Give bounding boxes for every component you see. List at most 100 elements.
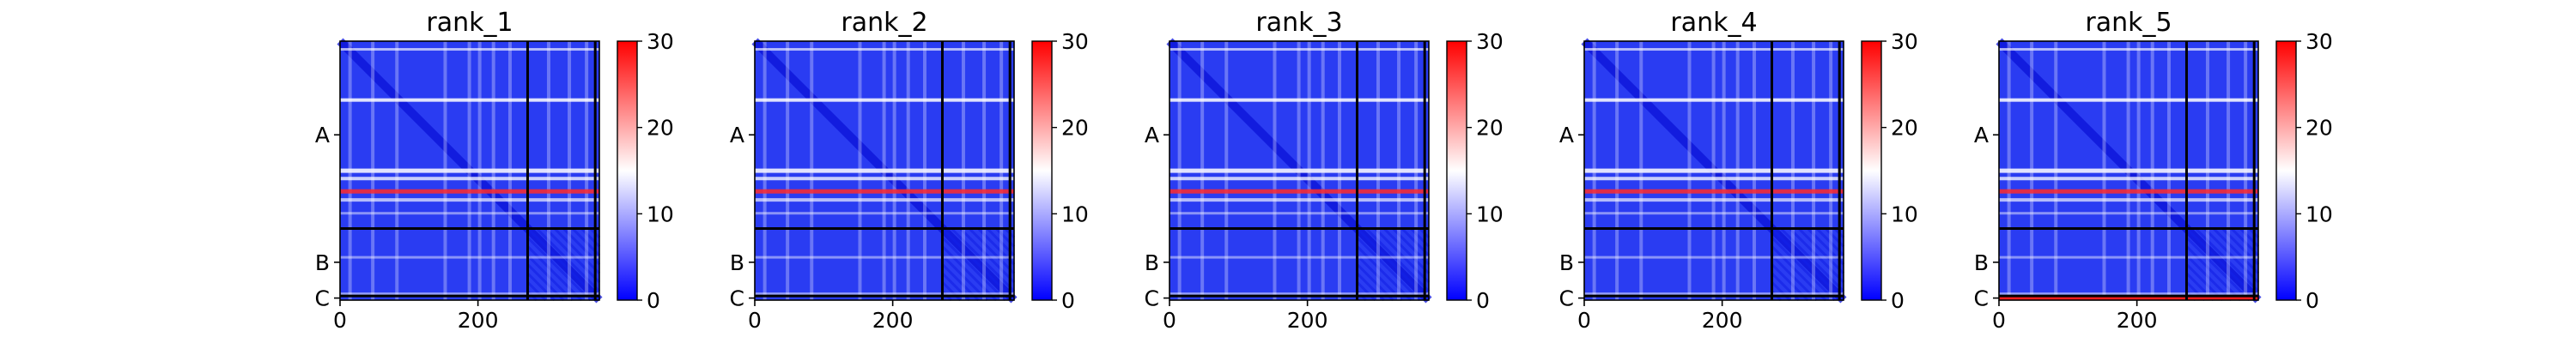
colorbar-tick-label: 10 (647, 202, 674, 226)
colorbar-tick-label: 30 (647, 29, 674, 54)
heatmap-texture (1807, 227, 1845, 266)
heatmap-texture (544, 227, 601, 284)
heatmap-row-stripe (1170, 256, 1429, 259)
heatmap-row-stripe (755, 98, 1014, 102)
x-tick-label: 200 (2117, 308, 2158, 333)
colorbar-tick-label: 0 (2306, 288, 2319, 313)
colorbar (2276, 41, 2296, 300)
heatmap-texture (553, 227, 601, 274)
heatmap-row-stripe (755, 198, 1014, 202)
colorbar (1862, 41, 1881, 300)
heatmap-row-stripe (1584, 212, 1844, 215)
heatmap-texture (1364, 227, 1431, 292)
y-tick-label: C (315, 286, 330, 311)
heatmap-row-stripe (340, 98, 599, 102)
heatmap-row-stripe (755, 48, 1014, 51)
heatmap-row-stripe (1999, 292, 2258, 296)
x-tick-label: 200 (458, 308, 499, 333)
heatmap-row-stripe (1999, 256, 2258, 259)
heatmap-texture (950, 227, 1016, 292)
x-tick-label: 0 (333, 308, 347, 333)
heatmap-row-stripe (1999, 98, 2258, 102)
heatmap-row-stripe (1170, 168, 1429, 173)
y-tick-label: A (1145, 123, 1159, 147)
heatmap-row-stripe (1170, 189, 1429, 194)
panel-title: rank_2 (841, 8, 927, 38)
heatmap-row-stripe (755, 168, 1014, 173)
y-tick-label: C (1559, 286, 1574, 311)
x-tick-label: 0 (1577, 308, 1591, 333)
heatmap-row-stripe (340, 292, 599, 296)
axes-frame (1998, 40, 2259, 301)
heatmap-texture (941, 236, 1006, 302)
colorbar-tick-label: 20 (647, 116, 674, 141)
colorbar-tick-label: 30 (1061, 29, 1089, 54)
heatmap-row-stripe (1999, 189, 2258, 194)
heatmap-row-stripe (340, 198, 599, 202)
colorbar-tick-label: 20 (2306, 116, 2333, 141)
heatmap-row-stripe (1999, 198, 2258, 202)
heatmap-texture (526, 227, 601, 302)
heatmap-row-stripe (1999, 168, 2258, 173)
heatmap-row-stripe (755, 177, 1014, 181)
panel-title: rank_5 (2085, 8, 2172, 38)
colorbar-tick-label: 10 (2306, 202, 2333, 226)
heatmap-texture (1789, 227, 1845, 284)
colorbar (617, 41, 637, 300)
heatmap-texture (1392, 227, 1431, 266)
heatmap-high-strip (1999, 296, 2258, 300)
heatmap-row-stripe (1170, 198, 1429, 202)
colorbar-tick-label: 20 (1061, 116, 1089, 141)
colorbar (1447, 41, 1467, 300)
y-tick-label: C (730, 286, 744, 311)
colorbar-tick-label: 20 (1476, 116, 1504, 141)
heatmap-row-stripe (1170, 177, 1429, 181)
y-tick-label: A (730, 123, 744, 147)
colorbar-tick-label: 30 (1476, 29, 1504, 54)
colorbar-tick-label: 0 (1476, 288, 1490, 313)
heatmap-row-stripe (1170, 212, 1429, 215)
heatmap-texture (526, 245, 583, 302)
heatmap-row-stripe (1584, 168, 1844, 173)
y-tick-label: C (1145, 286, 1159, 311)
colorbar-tick-label: 30 (1891, 29, 1918, 54)
heatmap-row-stripe (340, 256, 599, 259)
axes-frame (754, 40, 1015, 301)
heatmap-texture (2203, 227, 2260, 284)
colorbar-tick-label: 20 (1891, 116, 1918, 141)
heatmap-texture (1771, 236, 1836, 302)
y-tick-label: B (730, 250, 744, 275)
colorbar-tick-label: 10 (1476, 202, 1504, 226)
heatmap-row-stripe (755, 212, 1014, 215)
y-tick-label: B (1559, 250, 1574, 275)
axes-frame (1169, 40, 1430, 301)
heatmap-row-stripe (1584, 98, 1844, 102)
heatmap-texture (941, 227, 1016, 302)
heatmap-row-stripe (340, 168, 599, 173)
heatmap-row-stripe (1999, 48, 2258, 51)
heatmap-row-stripe (1999, 212, 2258, 215)
heatmap-row-stripe (340, 212, 599, 215)
heatmap-texture (2221, 227, 2260, 266)
heatmap-texture (1356, 227, 1431, 302)
heatmap-row-stripe (1584, 256, 1844, 259)
heatmap-row-stripe (1584, 177, 1844, 181)
heatmap-row-stripe (1584, 189, 1844, 194)
y-tick-label: A (1974, 123, 1989, 147)
heatmap-texture (2194, 227, 2260, 292)
colorbar-frame (617, 40, 638, 301)
y-tick-label: A (315, 123, 330, 147)
heatmap-row-stripe (1584, 292, 1844, 296)
colorbar-frame (2275, 40, 2297, 301)
heatmap-texture (2185, 236, 2251, 302)
colorbar-frame (1031, 40, 1053, 301)
heatmap-row-stripe (1584, 198, 1844, 202)
x-tick-label: 200 (1702, 308, 1743, 333)
colorbar-tick-label: 0 (1891, 288, 1905, 313)
x-tick-label: 200 (872, 308, 914, 333)
heatmap-texture (1374, 227, 1431, 284)
